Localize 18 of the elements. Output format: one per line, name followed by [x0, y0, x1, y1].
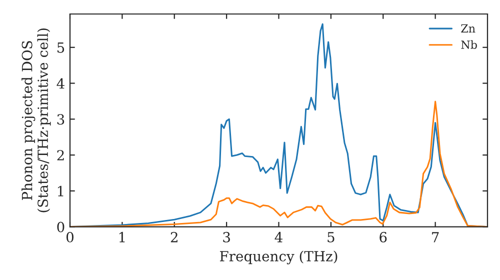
y-tick-label: 4 — [56, 78, 64, 89]
x-tick-label: 6 — [380, 232, 387, 242]
y-tick-label: 1 — [58, 186, 64, 196]
legend-label: Zn — [461, 24, 476, 32]
x-tick-label: 1 — [119, 232, 125, 242]
legend-label: Nb — [461, 40, 477, 49]
x-tick-label: 0 — [66, 232, 74, 242]
x-tick-label: 3 — [223, 232, 230, 242]
y-tick-label: 0 — [57, 222, 64, 232]
y-tick-label: 5 — [57, 42, 64, 53]
y-tick-label: 3 — [57, 114, 64, 125]
x-tick-label: 2 — [170, 232, 178, 242]
y-axis-title: Phonon projected DOS (States/THz·primitive cell) — [22, 28, 51, 212]
x-tick-label: 7 — [432, 232, 439, 242]
x-tick-label: 4 — [274, 232, 282, 242]
x-tick-label: 5 — [328, 232, 334, 242]
x-axis-title: Frequency (THz) — [220, 250, 338, 264]
y-tick-label: 2 — [57, 150, 64, 160]
